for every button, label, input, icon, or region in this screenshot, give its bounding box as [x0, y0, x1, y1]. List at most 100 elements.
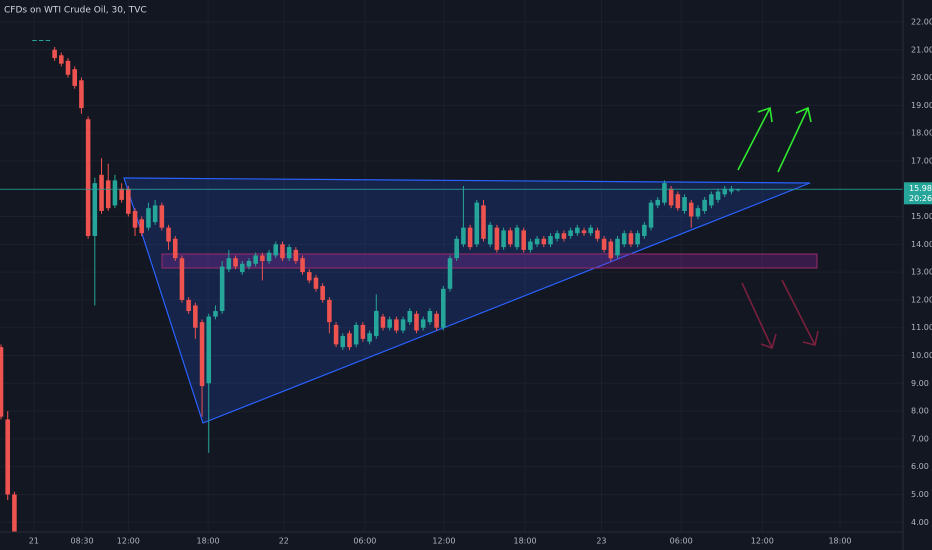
candle-body — [400, 319, 406, 331]
arrow — [737, 106, 773, 171]
candle-body — [695, 208, 701, 217]
candle-body — [119, 188, 124, 200]
candle-body — [434, 313, 439, 328]
countdown-label: 20:26 — [909, 194, 932, 203]
candle-body — [682, 197, 687, 211]
candle-body — [347, 333, 352, 348]
candle-body — [615, 238, 620, 256]
candle-body — [447, 258, 453, 289]
candle-body — [320, 286, 325, 300]
candle-body — [729, 188, 734, 192]
candle-body — [668, 188, 674, 206]
candle-body — [72, 69, 77, 86]
price-label: 15.98 — [909, 184, 932, 193]
candle-body — [514, 227, 520, 248]
candle-body — [367, 333, 372, 342]
candle-body — [126, 188, 131, 214]
candle-body — [193, 305, 198, 328]
y-tick-label: 22.00 — [911, 17, 932, 26]
candle-body — [581, 230, 587, 234]
y-tick-label: 5.00 — [911, 490, 929, 499]
candle-body — [662, 183, 667, 203]
candle-body — [38, 40, 44, 42]
candle-body — [306, 272, 312, 281]
candle-body — [280, 244, 285, 259]
y-axis-area — [903, 0, 932, 550]
candle-body — [373, 311, 379, 337]
up-arrows — [737, 106, 812, 173]
candle-body — [246, 260, 252, 267]
candle-body — [675, 194, 681, 209]
candle-body — [253, 255, 258, 264]
candle-body — [199, 322, 205, 387]
candle-body — [474, 202, 480, 245]
candle-body — [360, 324, 366, 339]
candle-body — [561, 233, 567, 239]
y-tick-label: 21.00 — [911, 45, 932, 54]
candle-body — [146, 208, 151, 228]
candle-body — [0, 347, 4, 417]
candle-body — [300, 258, 305, 273]
candle-body — [340, 336, 346, 348]
axes: 4.00 5.00 6.00 7.00 8.00 9.00 10.00 11.00 12.00 1… — [29, 17, 932, 546]
y-tick-label: 18.00 — [911, 129, 932, 138]
candle-body — [715, 191, 721, 200]
candle-body — [273, 244, 279, 256]
x-tick-label: 18:00 — [514, 537, 537, 546]
candle-body — [219, 266, 225, 312]
candle-body — [166, 227, 171, 242]
down-arrows — [741, 279, 819, 350]
arrow — [777, 106, 812, 173]
y-tick-label: 10.00 — [911, 351, 932, 360]
candle-body — [32, 40, 37, 42]
candle-body — [568, 230, 573, 236]
arrow — [741, 282, 777, 350]
candle-body — [387, 319, 392, 328]
candle-body — [427, 311, 433, 323]
candle-body — [521, 230, 526, 250]
candle-body — [394, 319, 399, 331]
y-tick-label: 20.00 — [911, 73, 932, 82]
candle-body — [407, 311, 413, 323]
candle-body — [461, 227, 466, 245]
x-tick-label: 18:00 — [828, 537, 851, 546]
candle-body — [105, 180, 111, 209]
candle-body — [528, 241, 533, 250]
candle-body — [534, 238, 540, 245]
candle-body — [213, 311, 218, 317]
y-tick-label: 14.00 — [911, 240, 932, 249]
candle-body — [420, 319, 426, 328]
candle-body — [139, 219, 145, 234]
candle-body — [65, 60, 71, 75]
candle-body — [494, 227, 500, 250]
y-tick-label: 19.00 — [911, 101, 932, 110]
candle-body — [722, 188, 728, 195]
chart-title: CFDs on WTI Crude Oil, 30, TVC — [4, 6, 147, 16]
candle-body — [628, 233, 634, 245]
candle-body — [79, 80, 84, 109]
y-tick-label: 7.00 — [911, 434, 929, 443]
candle-body — [454, 238, 459, 259]
candle-body — [601, 238, 607, 250]
candle-body — [179, 258, 185, 300]
candle-body — [226, 258, 232, 270]
candle-body — [709, 194, 714, 206]
x-tick-label: 21 — [29, 537, 39, 546]
candles — [0, 40, 741, 532]
support-zone — [161, 253, 818, 269]
candle-body — [45, 40, 51, 42]
candle-body — [467, 227, 473, 248]
y-tick-label: 8.00 — [911, 407, 929, 416]
candle-body — [588, 227, 593, 234]
candle-body — [92, 183, 98, 236]
candle-body — [59, 55, 64, 64]
x-tick-label: 12:00 — [117, 537, 140, 546]
y-tick-label: 9.00 — [911, 379, 929, 388]
x-tick-label: 18:00 — [197, 537, 220, 546]
candle-body — [186, 299, 191, 312]
candle-body — [239, 263, 245, 273]
candle-body — [286, 247, 292, 259]
candle-body — [642, 224, 647, 236]
candle-body — [575, 227, 580, 234]
x-tick-label: 12:00 — [751, 537, 774, 546]
